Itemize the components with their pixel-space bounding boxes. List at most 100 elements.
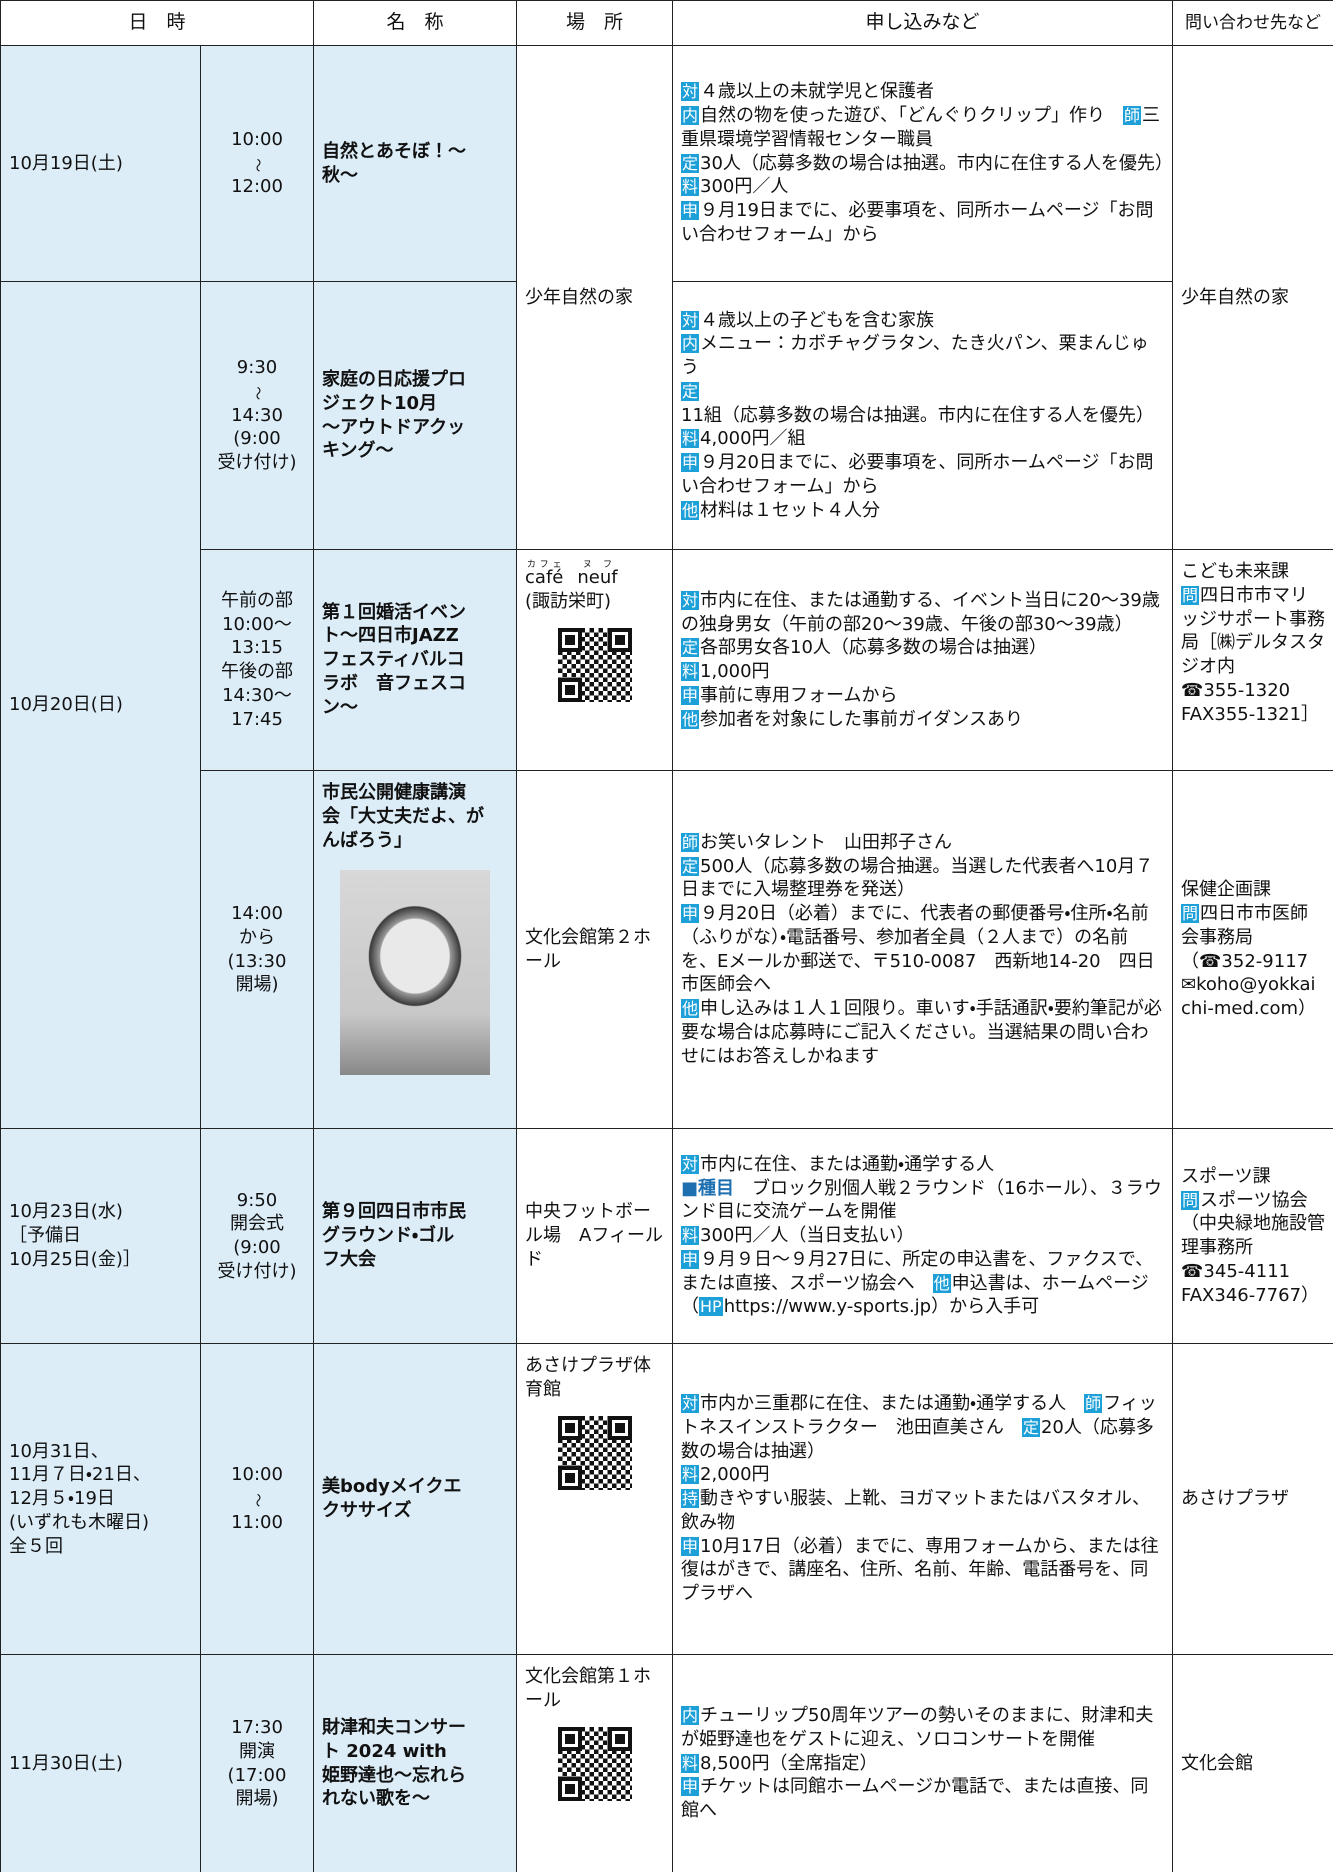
- text: ☎345-4111: [1181, 1260, 1291, 1282]
- cell-content: 10:00 ～ 12:00: [203, 128, 311, 199]
- line: (9:00: [203, 1236, 311, 1260]
- line: 定 30人（応募多数の場合は抽選。市内に在住する人を優先） 料 300円／人: [681, 152, 1164, 200]
- cell-content: 少年自然の家: [1181, 286, 1325, 310]
- text: 14:00: [231, 903, 283, 924]
- name-cell: 市民公開健康講演 会「大丈夫だよ、が んばろう」: [313, 770, 518, 1129]
- text: 10:00～: [222, 613, 292, 635]
- line: 師お笑いタレント 山田邦子さん: [681, 831, 1164, 855]
- label-icon: 料: [681, 1226, 700, 1246]
- text: 10:00: [231, 128, 283, 150]
- text: クササイズ: [322, 1500, 412, 1521]
- event-row: 11月30日(土) 17:30 開演 (17:00 開場) 財津和夫コンサート 202…: [0, 1654, 1333, 1872]
- text: 10月20日(日): [9, 694, 123, 716]
- cell-content: 内チューリップ50周年ツアーの勢いそのままに、財津和夫が姫野達也をゲストに迎え、…: [681, 1704, 1164, 1823]
- cell-content: 第１回婚活イベン ト～四日市JAZZ フェスティバルコ ラボ 音フェスコ ン～: [322, 601, 508, 720]
- apply-cell: 師お笑いタレント 山田邦子さん定 500人（応募多数の場合抽選。当選した代表者へ1…: [672, 770, 1174, 1129]
- line: 開場): [203, 973, 311, 997]
- line: 定 500人（応募多数の場合抽選。当選した代表者へ10月７日までに入場整理券を発送…: [681, 855, 1164, 903]
- contact-cell: 文化会館: [1172, 1654, 1333, 1872]
- line: グラウンド・ゴル: [322, 1224, 508, 1248]
- line: 他申し込みは１人１回限り。車いす・手話通訳・要約筆記が必要な場合は応募時にご記入…: [681, 997, 1164, 1068]
- contact-cell: あさけプラザ: [1172, 1343, 1333, 1655]
- text: ラボ 音フェスコ: [322, 672, 467, 694]
- line: 料 4,000円／組: [681, 427, 1164, 451]
- label-icon: 対: [681, 1394, 700, 1414]
- text: 秋～: [322, 164, 359, 186]
- text: ブロック別個人戦２ラウンド（16ホール）、３ラウンド目に交流ゲームを開催: [681, 1177, 1162, 1223]
- line: (9:00: [203, 427, 311, 451]
- line: 内メニュー：カボチャグラタン、たき火パン、栗まんじゅう: [681, 332, 1164, 380]
- cell-content: 財津和夫コンサート 2024 with 姫野達也～忘れら れない歌を～: [322, 1716, 508, 1811]
- cell-content: 10月23日(水) ［予備日 10月25日(金)］: [9, 1200, 192, 1271]
- text: ９月20日（必着）までに、代表者の郵便番号・住所・名前（ふりがな）・電話番号、参…: [681, 903, 1155, 996]
- line: 10:00～: [203, 613, 311, 637]
- cell-content: caféカフェneufヌフ (諏訪栄町): [525, 560, 664, 614]
- text: あさけプラザ: [1181, 1488, 1290, 1510]
- line: 市民公開健康講演: [322, 781, 508, 805]
- label-icon: 他: [681, 500, 700, 520]
- label-icon: 師: [1123, 106, 1142, 126]
- text: ト 2024 with: [322, 1740, 447, 1762]
- text: んばろう」: [322, 829, 413, 851]
- ruby-base: café: [525, 567, 564, 588]
- line: 午後の部: [203, 660, 311, 684]
- text: 全５回: [9, 1535, 63, 1557]
- item-heading: ■種目: [681, 1177, 735, 1199]
- line: から: [203, 926, 311, 950]
- label-icon: HP: [699, 1297, 723, 1317]
- label-icon: 申: [681, 1536, 700, 1556]
- line: FAX355-1321］: [1181, 703, 1325, 727]
- text: 11:00: [231, 1511, 283, 1533]
- cell-content: 対市内に在住、または通勤する、イベント当日に20～39歳の独身男女（午前の部20…: [681, 589, 1164, 732]
- cell-content: 中央フットボール場 Aフィールド: [525, 1200, 664, 1271]
- text: ✉koho@yokkaichi-med.com）: [1181, 974, 1317, 1019]
- ruby-text: neufヌフ: [577, 560, 617, 588]
- line: 17:45: [203, 708, 311, 732]
- text: 文化会館第１ホール: [525, 1666, 652, 1711]
- line: 自然とあそぼ！～: [322, 140, 508, 164]
- text: 午後の部: [221, 661, 293, 682]
- header-cell: 問い合わせ先など: [1172, 0, 1333, 46]
- ruby-reading: ヌフ: [577, 560, 618, 570]
- line: 持動きやすい服装、上靴、ヨガマットまたはバスタオル、飲み物: [681, 1487, 1164, 1535]
- cell-content: 少年自然の家: [525, 286, 664, 310]
- text: ～: [249, 1493, 266, 1508]
- text: 申し込みは１人１回限り。車いす・手話通訳・要約筆記が必要な場合は応募時にご記入く…: [681, 998, 1162, 1067]
- line: フェスティバルコ: [322, 648, 508, 672]
- text: ４歳以上の未就学児と保護者: [700, 81, 935, 103]
- line: キング～: [322, 439, 508, 463]
- text: 4,000円／組: [700, 428, 806, 450]
- line: ～アウトドアクッ: [322, 416, 508, 440]
- text: 13:15: [231, 637, 283, 659]
- line: 開演: [203, 1740, 311, 1764]
- text: 12:00: [231, 176, 283, 198]
- line: 14:30～: [203, 684, 311, 708]
- line: 全５回: [9, 1535, 192, 1559]
- text: 受け付け): [217, 452, 297, 474]
- text: 11月30日(土): [9, 1752, 123, 1774]
- text: チケットは同館ホームページか電話で、または直接、同館へ: [681, 1776, 1149, 1822]
- label-icon: 定: [1021, 1417, 1040, 1437]
- text: 午前の部: [221, 589, 293, 611]
- cell-content: 文化会館第２ホール: [525, 926, 664, 974]
- line: 10:00: [203, 1463, 311, 1487]
- text: 四日市市医師会事務局: [1181, 903, 1309, 948]
- text: 17:30: [231, 1717, 283, 1738]
- line: 問四日市市医師会事務局: [1181, 902, 1325, 950]
- line: 内チューリップ50周年ツアーの勢いそのままに、財津和夫が姫野達也をゲストに迎え、…: [681, 1704, 1164, 1752]
- line: 申 10月17日（必着）までに、専用フォームから、または往復はがきで、講座名、住所…: [681, 1535, 1164, 1606]
- text: 各部男女各10人（応募多数の場合は抽選）: [700, 637, 1047, 659]
- cell-content: 保健企画課問四日市市医師会事務局 （☎352-9117 ✉koho@yokkaich…: [1181, 878, 1325, 1021]
- text: ９月19日までに、必要事項を、同所ホームページ「お問い合わせフォーム」から: [681, 200, 1154, 245]
- text: スポーツ協会（中央緑地施設管理事務所: [1181, 1189, 1326, 1259]
- text: 17:45: [231, 708, 283, 730]
- text: ト～四日市JAZZ: [322, 625, 459, 647]
- text: ン～: [322, 696, 359, 718]
- line: 10:00: [203, 128, 311, 152]
- text: 事前に専用フォームから: [700, 684, 898, 706]
- cell-content: こども未来課問四日市市マリッジサポート事務局［㈱デルタスタジオ内 ☎355-132…: [1181, 560, 1325, 726]
- label-icon: 対: [681, 310, 700, 330]
- text: 四日市市マリッジサポート事務局［㈱デルタスタジオ内: [1181, 584, 1326, 677]
- line: 申チケットは同館ホームページか電話で、または直接、同館へ: [681, 1775, 1164, 1823]
